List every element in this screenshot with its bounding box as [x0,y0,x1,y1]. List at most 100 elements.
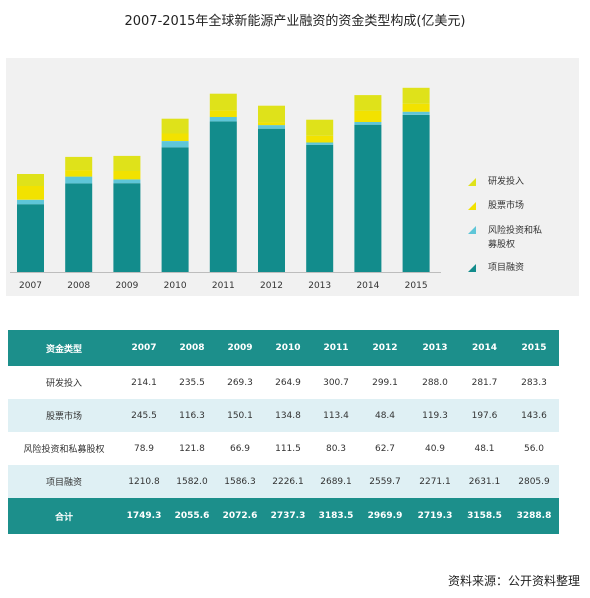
table-cell: 2271.1 [410,465,460,498]
table-cell: 66.9 [216,432,264,465]
bar-segment-project-finance-2007 [17,204,44,272]
bar-segment-public-markets-2011 [209,110,237,117]
bar-segment-venture-capital-2010 [161,141,189,148]
table-header-cell: 2007 [120,330,168,366]
legend-label-public-markets: 股票市场 [488,201,525,211]
bar-segment-project-finance-2008 [65,183,93,272]
table-cell: 56.0 [509,432,559,465]
bar-segment-rd-2010 [161,118,189,134]
table-cell: 245.5 [120,399,168,432]
table-cell: 116.3 [168,399,216,432]
table-cell: 300.7 [312,366,360,399]
table-header-cell: 2011 [312,330,360,366]
table-total-row: 合计 1749.3 2055.6 2072.6 2737.3 3183.5 29… [8,498,559,534]
bar-segment-public-markets-2008 [65,170,93,177]
table-cell: 113.4 [312,399,360,432]
bar-segment-venture-capital-2012 [258,125,285,129]
chart-title: 2007-2015年全球新能源产业融资的资金类型构成(亿美元) [124,14,466,29]
bar-segment-public-markets-2014 [354,110,382,122]
bar-segment-rd-2015 [402,87,430,104]
table-header-row: 资金类型 2007 2008 2009 2010 2011 2012 2013 … [8,330,559,366]
table-total-cell: 2055.6 [168,498,216,534]
table-cell: 283.3 [509,366,559,399]
table-cell: 299.1 [360,366,410,399]
table-cell: 214.1 [120,366,168,399]
x-tick-label: 2008 [67,281,90,291]
bar-segment-public-markets-2010 [161,133,189,141]
table-cell: 48.4 [360,399,410,432]
bar-segment-public-markets-2009 [113,171,141,180]
table-header-cell: 2015 [509,330,559,366]
table-cell: 2226.1 [264,465,312,498]
table-header-cell: 2012 [360,330,410,366]
x-tick-label: 2010 [164,281,187,291]
table-cell: 143.6 [509,399,559,432]
table-row-label: 项目融资 [8,465,120,498]
bar-segment-venture-capital-2007 [17,199,44,205]
table-cell: 80.3 [312,432,360,465]
bar-segment-venture-capital-2011 [209,116,237,122]
table-cell: 1582.0 [168,465,216,498]
bar-segment-project-finance-2010 [161,147,189,272]
table-cell: 78.9 [120,432,168,465]
bar-segment-rd-2009 [113,155,141,171]
table-cell: 2689.1 [312,465,360,498]
table-cell: 40.9 [410,432,460,465]
table-cell: 1586.3 [216,465,264,498]
table-total-cell: 1749.3 [120,498,168,534]
table-row: 研发投入 214.1 235.5 269.3 264.9 300.7 299.1… [8,366,559,399]
table-header-cell: 2013 [410,330,460,366]
legend-swatch-rd [468,178,476,186]
bar-segment-venture-capital-2013 [306,142,334,145]
bar-segment-project-finance-2015 [402,114,430,273]
table-header-cell: 2010 [264,330,312,366]
bar-segment-venture-capital-2009 [113,179,141,184]
table-header-cell: 2014 [460,330,509,366]
bar-segment-public-markets-2015 [402,103,430,112]
bar-segment-rd-2008 [65,156,93,171]
table-row-label: 风险投资和私募股权 [8,432,120,465]
bar-segment-rd-2012 [258,105,285,123]
bar-segment-public-markets-2013 [306,135,334,143]
table-cell: 269.3 [216,366,264,399]
bar-segment-rd-2014 [354,95,382,111]
bar-segment-public-markets-2012 [258,122,285,126]
table-header-cell: 2008 [168,330,216,366]
bar-segment-venture-capital-2014 [354,122,382,125]
x-tick-label: 2015 [405,281,428,291]
table-total-cell: 2072.6 [216,498,264,534]
table-cell: 288.0 [410,366,460,399]
source-note: 资料来源：公开资料整理 [447,574,580,588]
table-row: 股票市场 245.5 116.3 150.1 134.8 113.4 48.4 … [8,399,559,432]
legend-swatch-venture-capital [468,226,476,234]
x-tick-label: 2013 [308,281,331,291]
table-total-cell: 2719.3 [410,498,460,534]
table-cell: 2631.1 [460,465,509,498]
bar-segment-project-finance-2011 [209,121,237,273]
table-cell: 150.1 [216,399,264,432]
data-table: 资金类型 2007 2008 2009 2010 2011 2012 2013 … [8,330,559,534]
bar-segment-rd-2007 [17,174,44,186]
table-row: 项目融资 1210.8 1582.0 1586.3 2226.1 2689.1 … [8,465,559,498]
table-total-label: 合计 [8,498,120,534]
legend-label-venture-capital: 风险投资和私募股权 [488,226,543,250]
table-total-cell: 3288.8 [509,498,559,534]
bar-segment-project-finance-2012 [258,128,285,272]
table-row: 风险投资和私募股权 78.9 121.8 66.9 111.5 80.3 62.… [8,432,559,465]
legend-label-rd: 研发投入 [488,177,525,187]
table-total-cell: 3158.5 [460,498,509,534]
table-total-cell: 3183.5 [312,498,360,534]
table-cell: 2805.9 [509,465,559,498]
table-cell: 2559.7 [360,465,410,498]
bar-segment-venture-capital-2015 [402,111,430,115]
table-cell: 281.7 [460,366,509,399]
table-cell: 121.8 [168,432,216,465]
table-total-cell: 2737.3 [264,498,312,534]
bar-segment-rd-2011 [209,93,237,111]
chart-panel: 2007 2008 2009 2010 2011 2012 2013 2014 2015 [6,58,579,296]
table-total-cell: 2969.9 [360,498,410,534]
table-row-label: 股票市场 [8,399,120,432]
x-tick-label: 2011 [212,281,235,291]
legend-swatch-project-finance [468,264,476,272]
table-cell: 111.5 [264,432,312,465]
